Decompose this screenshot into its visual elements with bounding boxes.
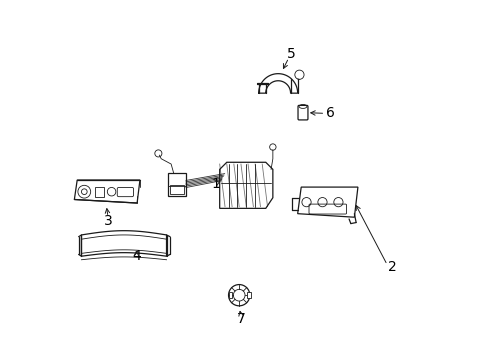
- FancyBboxPatch shape: [228, 292, 232, 298]
- Text: 4: 4: [132, 249, 141, 263]
- Text: 1: 1: [211, 176, 220, 190]
- Polygon shape: [258, 74, 297, 93]
- Text: 7: 7: [236, 312, 245, 326]
- Text: 3: 3: [103, 214, 112, 228]
- Text: 6: 6: [325, 106, 334, 120]
- Text: 5: 5: [286, 47, 295, 61]
- Text: 2: 2: [387, 260, 396, 274]
- FancyBboxPatch shape: [246, 292, 250, 298]
